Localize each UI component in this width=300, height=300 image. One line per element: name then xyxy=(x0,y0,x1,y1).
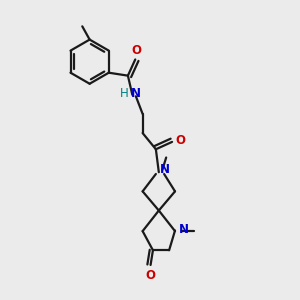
Text: N: N xyxy=(160,164,170,176)
Text: N: N xyxy=(178,223,188,236)
Text: O: O xyxy=(131,44,141,56)
Text: O: O xyxy=(175,134,185,147)
Text: N: N xyxy=(131,87,141,100)
Text: H: H xyxy=(120,87,128,100)
Text: O: O xyxy=(146,269,156,282)
